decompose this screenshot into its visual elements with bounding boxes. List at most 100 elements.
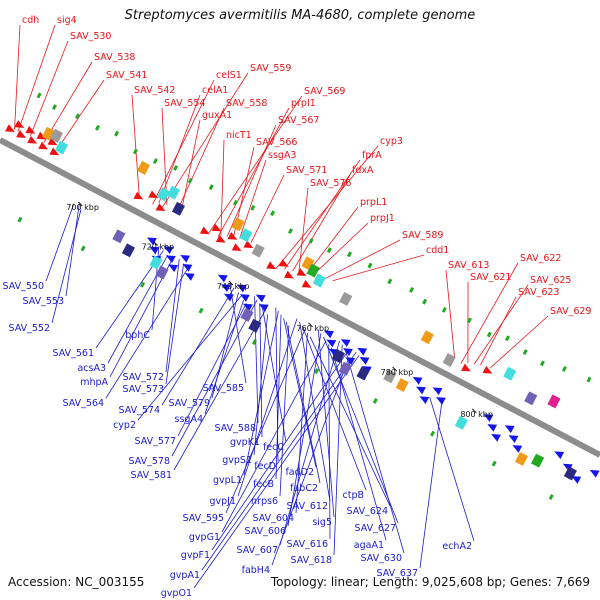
reverse-gene-arrow: [554, 451, 565, 460]
forward-gene-arrow: [283, 270, 294, 279]
reverse-gene-label: SAV_552: [9, 323, 50, 334]
label-leader-line: [275, 314, 282, 480]
label-leader-line: [177, 303, 247, 437]
feature-box: [563, 466, 577, 481]
label-leader-line: [161, 287, 235, 406]
reverse-gene-arrow: [491, 433, 501, 442]
reverse-gene-label: SAV_637: [377, 568, 418, 579]
forward-gene-label: guxA1: [202, 110, 232, 121]
rna-mark: [173, 165, 179, 171]
reverse-gene-label: SAV_606: [245, 526, 286, 537]
rna-mark: [466, 317, 472, 324]
forward-gene-label: SAV_622: [520, 253, 561, 264]
rna-mark: [232, 199, 238, 206]
reverse-gene-label: SAV_630: [361, 553, 402, 564]
rna-mark: [36, 92, 42, 99]
reverse-gene-label: SAV_578: [129, 456, 170, 467]
label-leader-line: [201, 351, 357, 571]
label-leader-line: [56, 79, 105, 150]
feature-box: [149, 255, 163, 270]
feature-box: [239, 228, 253, 243]
feature-box: [356, 366, 370, 381]
feature-box: [339, 291, 353, 306]
scale-tick-label: 800 kbp: [460, 410, 493, 419]
label-leader-line: [445, 269, 456, 359]
rna-mark: [287, 228, 293, 235]
label-leader-line: [131, 94, 140, 198]
forward-gene-arrow: [482, 365, 493, 374]
label-leader-line: [287, 333, 322, 527]
reverse-gene-arrow: [184, 273, 195, 281]
forward-gene-arrow: [266, 261, 277, 270]
reverse-gene-label: cyp2: [113, 420, 136, 431]
rna-mark: [548, 494, 554, 500]
reverse-gene-arrow: [432, 387, 443, 396]
scale-tick-mark: [471, 408, 477, 414]
feature-box: [49, 128, 63, 143]
reverse-gene-label: SAV_585: [203, 383, 244, 394]
feature-box: [524, 391, 538, 406]
rna-mark: [367, 262, 373, 269]
reverse-gene-label: fabH4: [242, 565, 270, 576]
label-leader-line: [429, 397, 475, 542]
feature-box: [503, 366, 517, 381]
reverse-gene-arrow: [508, 435, 519, 443]
label-leader-line: [460, 262, 519, 365]
label-leader-line: [176, 107, 225, 213]
feature-box: [312, 273, 326, 288]
forward-gene-label: sig4: [57, 15, 77, 26]
reverse-gene-arrow: [324, 330, 334, 339]
forward-gene-label: celA1: [202, 85, 228, 96]
reverse-gene-label: SAV_616: [287, 539, 328, 550]
label-leader-line: [109, 259, 173, 378]
feature-box: [112, 229, 126, 244]
rna-mark: [314, 368, 320, 374]
label-leader-line: [473, 284, 529, 365]
reverse-gene-label: ctpB: [343, 490, 365, 501]
feature-box: [514, 452, 529, 466]
label-leader-line: [298, 187, 309, 273]
forward-gene-label: prpJ1: [370, 213, 395, 224]
forward-gene-arrow: [211, 223, 222, 232]
reverse-gene-arrow: [419, 396, 430, 405]
reverse-gene-label: SAV_579: [169, 398, 210, 409]
reverse-gene-arrow: [416, 386, 426, 395]
reverse-gene-label: fadD2: [285, 467, 314, 478]
reverse-gene-label: SAV_572: [123, 372, 164, 383]
forward-gene-label: SAV_538: [94, 52, 135, 63]
forward-gene-arrow: [301, 280, 312, 288]
scale-tick-label: 760 kbp: [297, 324, 330, 333]
rna-mark: [505, 335, 511, 342]
label-leader-line: [217, 107, 290, 237]
rna-mark: [422, 298, 428, 305]
forward-gene-label: cdd1: [426, 245, 449, 256]
feature-box: [41, 126, 55, 141]
forward-gene-label: SAV_621: [470, 272, 511, 283]
label-leader-line: [243, 310, 279, 476]
label-leader-line: [193, 355, 360, 589]
forward-gene-arrow: [16, 130, 26, 138]
rna-mark: [586, 376, 592, 383]
rna-mark: [74, 113, 80, 120]
feature-box: [306, 263, 320, 278]
reverse-gene-label: echA2: [442, 541, 472, 552]
rna-mark: [486, 331, 492, 338]
scale-tick-mark: [392, 366, 397, 372]
label-leader-line: [225, 329, 306, 514]
label-leader-line: [43, 61, 93, 143]
reverse-gene-arrow: [435, 397, 446, 405]
reverse-gene-arrow: [236, 284, 247, 293]
feature-box: [156, 187, 171, 202]
forward-gene-arrow: [227, 232, 238, 240]
reverse-gene-arrow: [340, 339, 351, 347]
forward-gene-label: nicT1: [226, 130, 252, 141]
reverse-gene-arrow: [504, 425, 515, 434]
rna-mark: [430, 430, 436, 437]
forward-gene-arrow: [25, 125, 36, 134]
label-leader-line: [299, 322, 331, 502]
reverse-gene-label: fecD: [254, 461, 276, 472]
forward-gene-arrow: [47, 137, 58, 146]
label-leader-line: [312, 222, 369, 276]
reverse-gene-label: SAV_581: [131, 470, 172, 481]
reverse-gene-arrow: [512, 445, 523, 453]
